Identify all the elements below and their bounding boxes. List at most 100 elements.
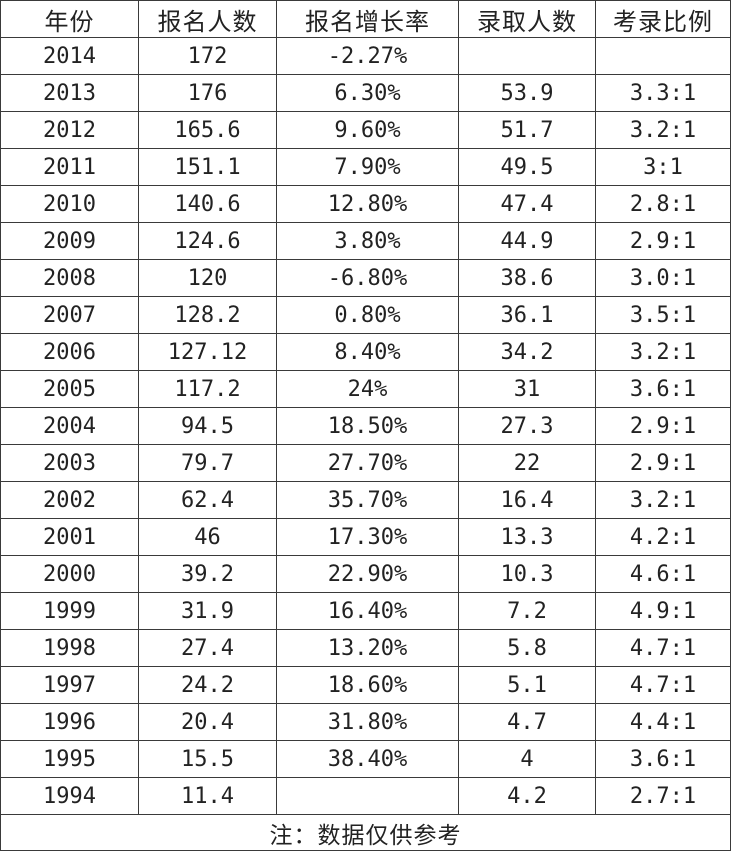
ratio-cell: 3.6:1 bbox=[595, 740, 731, 778]
admitted-cell: 4.2 bbox=[458, 777, 596, 815]
year-cell: 2013 bbox=[0, 74, 139, 112]
growth-rate-cell: 8.40% bbox=[276, 333, 459, 371]
applicants-cell: 15.5 bbox=[138, 740, 277, 778]
year-cell: 1997 bbox=[0, 666, 139, 704]
applicants-cell: 140.6 bbox=[138, 185, 277, 223]
applicants-cell: 46 bbox=[138, 518, 277, 556]
year-cell: 2008 bbox=[0, 259, 139, 297]
year-cell: 2001 bbox=[0, 518, 139, 556]
admitted-cell: 16.4 bbox=[458, 481, 596, 519]
year-cell: 2007 bbox=[0, 296, 139, 334]
year-cell: 2014 bbox=[0, 37, 139, 75]
growth-rate-cell: 6.30% bbox=[276, 74, 459, 112]
growth-rate-cell bbox=[276, 777, 459, 815]
ratio-cell bbox=[595, 37, 731, 75]
ratio-cell: 4.2:1 bbox=[595, 518, 731, 556]
ratio-cell: 4.9:1 bbox=[595, 592, 731, 630]
ratio-cell: 3.3:1 bbox=[595, 74, 731, 112]
applicants-cell: 127.12 bbox=[138, 333, 277, 371]
admitted-cell: 47.4 bbox=[458, 185, 596, 223]
table-row: 2009 124.6 3.80% 44.9 2.9:1 bbox=[0, 222, 731, 260]
applicants-cell: 120 bbox=[138, 259, 277, 297]
year-cell: 2003 bbox=[0, 444, 139, 482]
applicants-cell: 11.4 bbox=[138, 777, 277, 815]
year-cell: 1994 bbox=[0, 777, 139, 815]
ratio-cell: 3.0:1 bbox=[595, 259, 731, 297]
applicants-cell: 62.4 bbox=[138, 481, 277, 519]
ratio-cell: 4.7:1 bbox=[595, 629, 731, 667]
table-footer: 注：数据仅供参考 bbox=[0, 814, 731, 851]
admitted-cell: 44.9 bbox=[458, 222, 596, 260]
table-row: 2001 46 17.30% 13.3 4.2:1 bbox=[0, 518, 731, 556]
header-row: 年份 报名人数 报名增长率 录取人数 考录比例 bbox=[0, 0, 731, 38]
admitted-cell: 36.1 bbox=[458, 296, 596, 334]
growth-rate-cell: 18.60% bbox=[276, 666, 459, 704]
applicants-cell: 165.6 bbox=[138, 111, 277, 149]
growth-rate-cell: 12.80% bbox=[276, 185, 459, 223]
growth-rate-cell: 17.30% bbox=[276, 518, 459, 556]
year-cell: 2000 bbox=[0, 555, 139, 593]
year-cell: 2002 bbox=[0, 481, 139, 519]
table-row: 2007 128.2 0.80% 36.1 3.5:1 bbox=[0, 296, 731, 334]
ratio-cell: 3.2:1 bbox=[595, 481, 731, 519]
ratio-cell: 4.7:1 bbox=[595, 666, 731, 704]
applicants-cell: 151.1 bbox=[138, 148, 277, 186]
ratio-cell: 2.9:1 bbox=[595, 222, 731, 260]
applicants-cell: 176 bbox=[138, 74, 277, 112]
applicants-cell: 124.6 bbox=[138, 222, 277, 260]
applicants-cell: 27.4 bbox=[138, 629, 277, 667]
table-row: 2010 140.6 12.80% 47.4 2.8:1 bbox=[0, 185, 731, 223]
table-row: 2006 127.12 8.40% 34.2 3.2:1 bbox=[0, 333, 731, 371]
year-cell: 1996 bbox=[0, 703, 139, 741]
applicants-cell: 79.7 bbox=[138, 444, 277, 482]
growth-rate-cell: 27.70% bbox=[276, 444, 459, 482]
applicants-cell: 94.5 bbox=[138, 407, 277, 445]
header-applicants: 报名人数 bbox=[138, 0, 277, 38]
table-row: 2002 62.4 35.70% 16.4 3.2:1 bbox=[0, 481, 731, 519]
growth-rate-cell: 16.40% bbox=[276, 592, 459, 630]
year-cell: 2005 bbox=[0, 370, 139, 408]
applicants-cell: 172 bbox=[138, 37, 277, 75]
year-cell: 2004 bbox=[0, 407, 139, 445]
table-row: 2013 176 6.30% 53.9 3.3:1 bbox=[0, 74, 731, 112]
year-cell: 2012 bbox=[0, 111, 139, 149]
header-admitted: 录取人数 bbox=[458, 0, 596, 38]
admitted-cell: 22 bbox=[458, 444, 596, 482]
table-row: 1999 31.9 16.40% 7.2 4.9:1 bbox=[0, 592, 731, 630]
table-row: 2008 120 -6.80% 38.6 3.0:1 bbox=[0, 259, 731, 297]
table-row: 1994 11.4 4.2 2.7:1 bbox=[0, 777, 731, 815]
growth-rate-cell: 18.50% bbox=[276, 407, 459, 445]
growth-rate-cell: 22.90% bbox=[276, 555, 459, 593]
ratio-cell: 3.6:1 bbox=[595, 370, 731, 408]
admitted-cell: 34.2 bbox=[458, 333, 596, 371]
table-row: 2000 39.2 22.90% 10.3 4.6:1 bbox=[0, 555, 731, 593]
table-row: 1997 24.2 18.60% 5.1 4.7:1 bbox=[0, 666, 731, 704]
ratio-cell: 4.4:1 bbox=[595, 703, 731, 741]
admitted-cell: 5.8 bbox=[458, 629, 596, 667]
year-cell: 2006 bbox=[0, 333, 139, 371]
admitted-cell: 53.9 bbox=[458, 74, 596, 112]
year-cell: 2010 bbox=[0, 185, 139, 223]
growth-rate-cell: 31.80% bbox=[276, 703, 459, 741]
applicants-cell: 20.4 bbox=[138, 703, 277, 741]
table-row: 2004 94.5 18.50% 27.3 2.9:1 bbox=[0, 407, 731, 445]
table-row: 1995 15.5 38.40% 4 3.6:1 bbox=[0, 740, 731, 778]
admitted-cell: 51.7 bbox=[458, 111, 596, 149]
ratio-cell: 4.6:1 bbox=[595, 555, 731, 593]
year-cell: 2011 bbox=[0, 148, 139, 186]
footnote-row: 注：数据仅供参考 bbox=[0, 814, 731, 851]
growth-rate-cell: 0.80% bbox=[276, 296, 459, 334]
ratio-cell: 2.9:1 bbox=[595, 407, 731, 445]
year-cell: 1995 bbox=[0, 740, 139, 778]
header-growth-rate: 报名增长率 bbox=[276, 0, 459, 38]
year-cell: 2009 bbox=[0, 222, 139, 260]
growth-rate-cell: 13.20% bbox=[276, 629, 459, 667]
growth-rate-cell: 38.40% bbox=[276, 740, 459, 778]
table-row: 2005 117.2 24% 31 3.6:1 bbox=[0, 370, 731, 408]
footnote: 注：数据仅供参考 bbox=[0, 814, 731, 851]
ratio-cell: 2.9:1 bbox=[595, 444, 731, 482]
table-header: 年份 报名人数 报名增长率 录取人数 考录比例 bbox=[0, 0, 731, 38]
table-row: 1996 20.4 31.80% 4.7 4.4:1 bbox=[0, 703, 731, 741]
table-row: 1998 27.4 13.20% 5.8 4.7:1 bbox=[0, 629, 731, 667]
